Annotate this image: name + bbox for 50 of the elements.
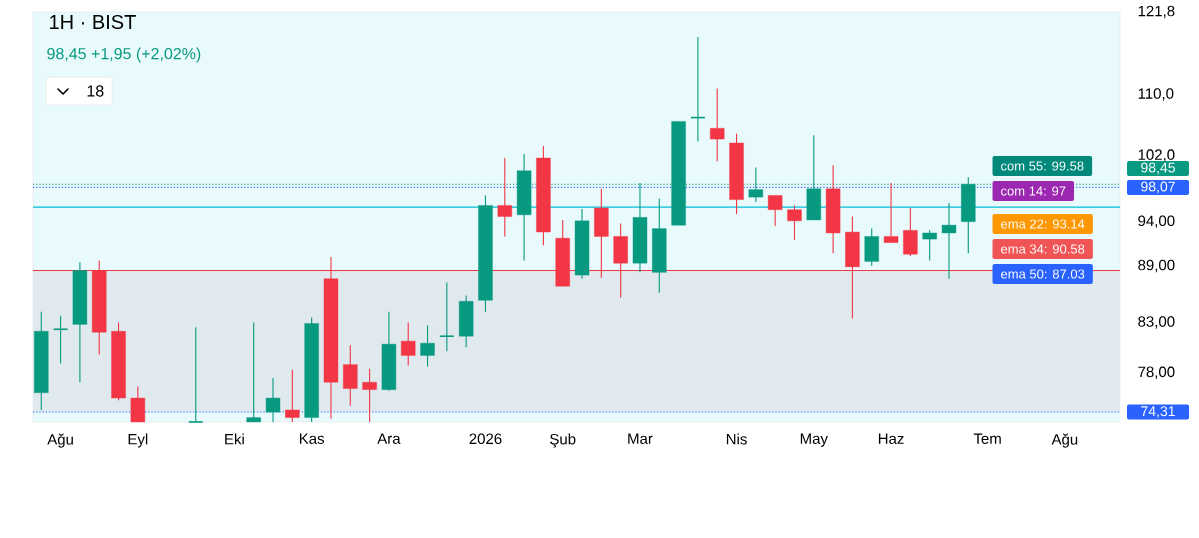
candlestick	[285, 369, 300, 423]
candlestick	[130, 385, 146, 423]
candlestick	[246, 321, 261, 423]
y-tick-label: 94,00	[1138, 215, 1175, 228]
y-tick-label: 78,00	[1138, 366, 1175, 379]
x-tick-label: 2026	[469, 433, 502, 445]
x-tick-label: May	[800, 433, 828, 447]
candlestick	[903, 207, 918, 257]
text: 98,45 +1,95 (+2,02%)	[47, 47, 201, 63]
candlestick	[420, 324, 435, 368]
x-tick-label: Şub	[550, 433, 576, 448]
y-tick-label: 83,00	[1138, 316, 1175, 329]
candlestick	[922, 229, 937, 262]
annotation: 18	[87, 85, 104, 97]
ref-line-label: 98,45	[1141, 162, 1175, 175]
candlestick	[187, 326, 204, 423]
x-tick-label: Nis	[726, 433, 747, 445]
candlestick	[787, 204, 802, 241]
y-tick-label: 121,8	[1138, 5, 1175, 19]
x-tick-label: Haz	[878, 433, 904, 444]
annotation: ema 50: 87.03	[1001, 269, 1085, 279]
x-tick-label: Ağu	[1051, 433, 1078, 448]
x-tick-label: Ağu	[47, 433, 73, 448]
x-tick-label: Ara	[377, 433, 401, 444]
candlestick	[497, 157, 512, 237]
x-tick-label: Eyl	[128, 433, 148, 448]
candlestick	[343, 344, 358, 407]
chart-title: 1H · BIST	[50, 14, 136, 30]
candlestick	[767, 194, 783, 227]
candlestick	[710, 88, 725, 162]
annotation: com 55: 99.58	[1001, 161, 1084, 171]
annotation: ema 22: 93.14	[1001, 219, 1085, 229]
candlestick	[439, 281, 455, 352]
candlestick	[265, 377, 281, 423]
annotation: ema 34: 90.58	[1001, 244, 1085, 254]
y-tick-label: 89,00	[1138, 259, 1175, 273]
candlestick	[362, 368, 377, 423]
candlestick	[52, 315, 69, 365]
y-tick-label: 102,0	[1138, 149, 1175, 162]
x-tick-label: Tem	[973, 433, 1001, 444]
candlestick	[883, 182, 899, 244]
x-tick-label: Eki	[225, 433, 244, 445]
x-tick-label: Mar	[628, 433, 653, 444]
candlestick	[401, 321, 416, 367]
x-tick-label: Kas	[299, 433, 325, 444]
annotation: com 14: 97	[1001, 186, 1066, 196]
y-tick-label: 110,0	[1138, 88, 1174, 101]
candlestick	[941, 202, 957, 280]
ref-line-label: 74,31	[1141, 406, 1175, 418]
ref-line-label: 98,07	[1141, 181, 1175, 194]
